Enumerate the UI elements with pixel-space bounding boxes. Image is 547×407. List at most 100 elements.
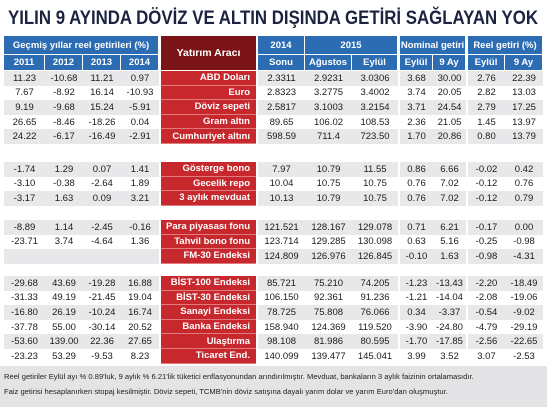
price: 7.97 — [272, 163, 291, 175]
row-bg — [468, 305, 543, 320]
nominal-return: -24.80 — [436, 321, 463, 333]
past-return: -19.28 — [88, 277, 116, 289]
instrument-name: Sanayi Endeksi — [161, 305, 256, 320]
past-return: 3.21 — [130, 192, 150, 204]
real-return: 0.42 — [514, 163, 534, 175]
row-bg — [468, 71, 543, 86]
nominal-return: 6.21 — [440, 221, 459, 233]
real-return: -22.65 — [510, 336, 538, 348]
price: 76.066 — [360, 306, 390, 318]
past-return: 49.19 — [52, 292, 76, 304]
past-return: 0.09 — [92, 192, 112, 204]
row-bg — [258, 114, 398, 130]
price: 3.4002 — [360, 87, 390, 99]
real-return: -19.06 — [510, 292, 538, 304]
nominal-return: 0.71 — [407, 221, 426, 233]
row-bg — [4, 334, 159, 349]
nominal-return: 3.52 — [440, 350, 459, 362]
row-bg — [400, 176, 466, 192]
nominal-return: 0.76 — [407, 192, 426, 204]
nominal-return: 1.70 — [407, 131, 426, 143]
footer-note: Faiz getirisi hesaplanırken stopaj kesil… — [4, 387, 448, 396]
real-return: 0.00 — [514, 221, 534, 233]
title: YILIN 9 AYINDA DÖVİZ VE ALTIN DIŞINDA GE… — [8, 7, 538, 29]
row-bg — [468, 100, 543, 115]
past-return: 16.88 — [128, 277, 152, 289]
row-bg — [468, 249, 543, 264]
header-cell: 2011 — [4, 55, 45, 70]
header-cell: 2014 — [258, 36, 305, 54]
real-return: 13.03 — [512, 87, 536, 99]
row-bg — [258, 276, 398, 291]
price: 10.04 — [269, 178, 294, 190]
row-bg — [400, 162, 466, 177]
past-return: 3.74 — [54, 236, 74, 248]
past-return: -30.14 — [88, 321, 116, 333]
instrument-name: Döviz sepeti — [161, 100, 256, 115]
nominal-return: 0.34 — [407, 306, 426, 318]
instrument-name: BİST-100 Endeksi — [161, 276, 256, 291]
price: 2.9231 — [313, 72, 344, 84]
header-cell: Ağustos — [305, 55, 352, 70]
row-bg — [468, 220, 543, 235]
row-bg — [258, 100, 398, 115]
price: 598.59 — [266, 131, 297, 143]
row-bg — [4, 114, 159, 130]
past-return: 0.04 — [130, 116, 150, 128]
row-bg — [4, 176, 159, 192]
past-return: 15.24 — [90, 101, 114, 113]
row-bg — [400, 100, 466, 115]
past-return: -2.64 — [91, 178, 113, 190]
price: 124.369 — [311, 321, 346, 333]
past-return: -10.68 — [50, 72, 78, 84]
price: 711.4 — [316, 131, 341, 143]
row-bg — [258, 234, 398, 250]
header-cell: Nominal getiri — [400, 36, 466, 54]
real-return: -0.17 — [475, 221, 498, 233]
nominal-return: -14.04 — [436, 292, 463, 304]
row-bg — [258, 319, 398, 335]
past-return: 19.04 — [128, 292, 152, 304]
row-bg — [400, 334, 466, 349]
past-return: -8.92 — [53, 87, 75, 99]
nominal-return: 3.68 — [407, 72, 426, 84]
past-return: -9.53 — [91, 350, 113, 362]
row-bg — [468, 114, 543, 130]
past-return: 139.00 — [49, 336, 79, 348]
past-return: -10.24 — [88, 306, 116, 318]
past-return: 26.65 — [12, 116, 37, 128]
price: 81.986 — [313, 336, 344, 348]
nominal-return: 3.71 — [407, 101, 426, 113]
real-return: -0.02 — [475, 163, 498, 175]
row-bg — [468, 319, 543, 335]
price: 139.477 — [311, 350, 346, 362]
past-return: -0.38 — [53, 178, 75, 190]
past-return: -37.78 — [11, 321, 38, 333]
row-bg — [400, 114, 466, 130]
price: 140.099 — [264, 350, 299, 362]
past-return: 20.52 — [128, 321, 152, 333]
real-return: 3.07 — [477, 350, 496, 362]
real-return: -29.19 — [510, 321, 538, 333]
instrument-name: Para piyasası fonu — [161, 220, 256, 235]
price: 85.721 — [266, 277, 297, 289]
instrument-name: Ulaştırma — [161, 334, 256, 349]
instrument-name: Gösterge bono — [161, 162, 256, 177]
past-return: -23.23 — [11, 350, 38, 362]
past-return: -18.26 — [88, 116, 116, 128]
row-bg — [468, 191, 543, 206]
past-return: 1.41 — [130, 163, 150, 175]
past-return: 1.29 — [54, 163, 74, 175]
past-return: 53.29 — [52, 350, 76, 362]
real-return: -0.25 — [475, 236, 498, 248]
row-bg — [258, 249, 398, 264]
nominal-return: 30.00 — [437, 72, 462, 84]
price: 2.3311 — [267, 72, 296, 84]
price: 129.078 — [357, 221, 393, 233]
nominal-return: 0.63 — [407, 236, 426, 248]
past-return: 1.14 — [54, 221, 74, 233]
price: 10.75 — [363, 192, 387, 204]
past-return: 27.65 — [128, 336, 152, 348]
nominal-return: 3.99 — [407, 350, 426, 362]
past-return: -21.45 — [88, 292, 116, 304]
